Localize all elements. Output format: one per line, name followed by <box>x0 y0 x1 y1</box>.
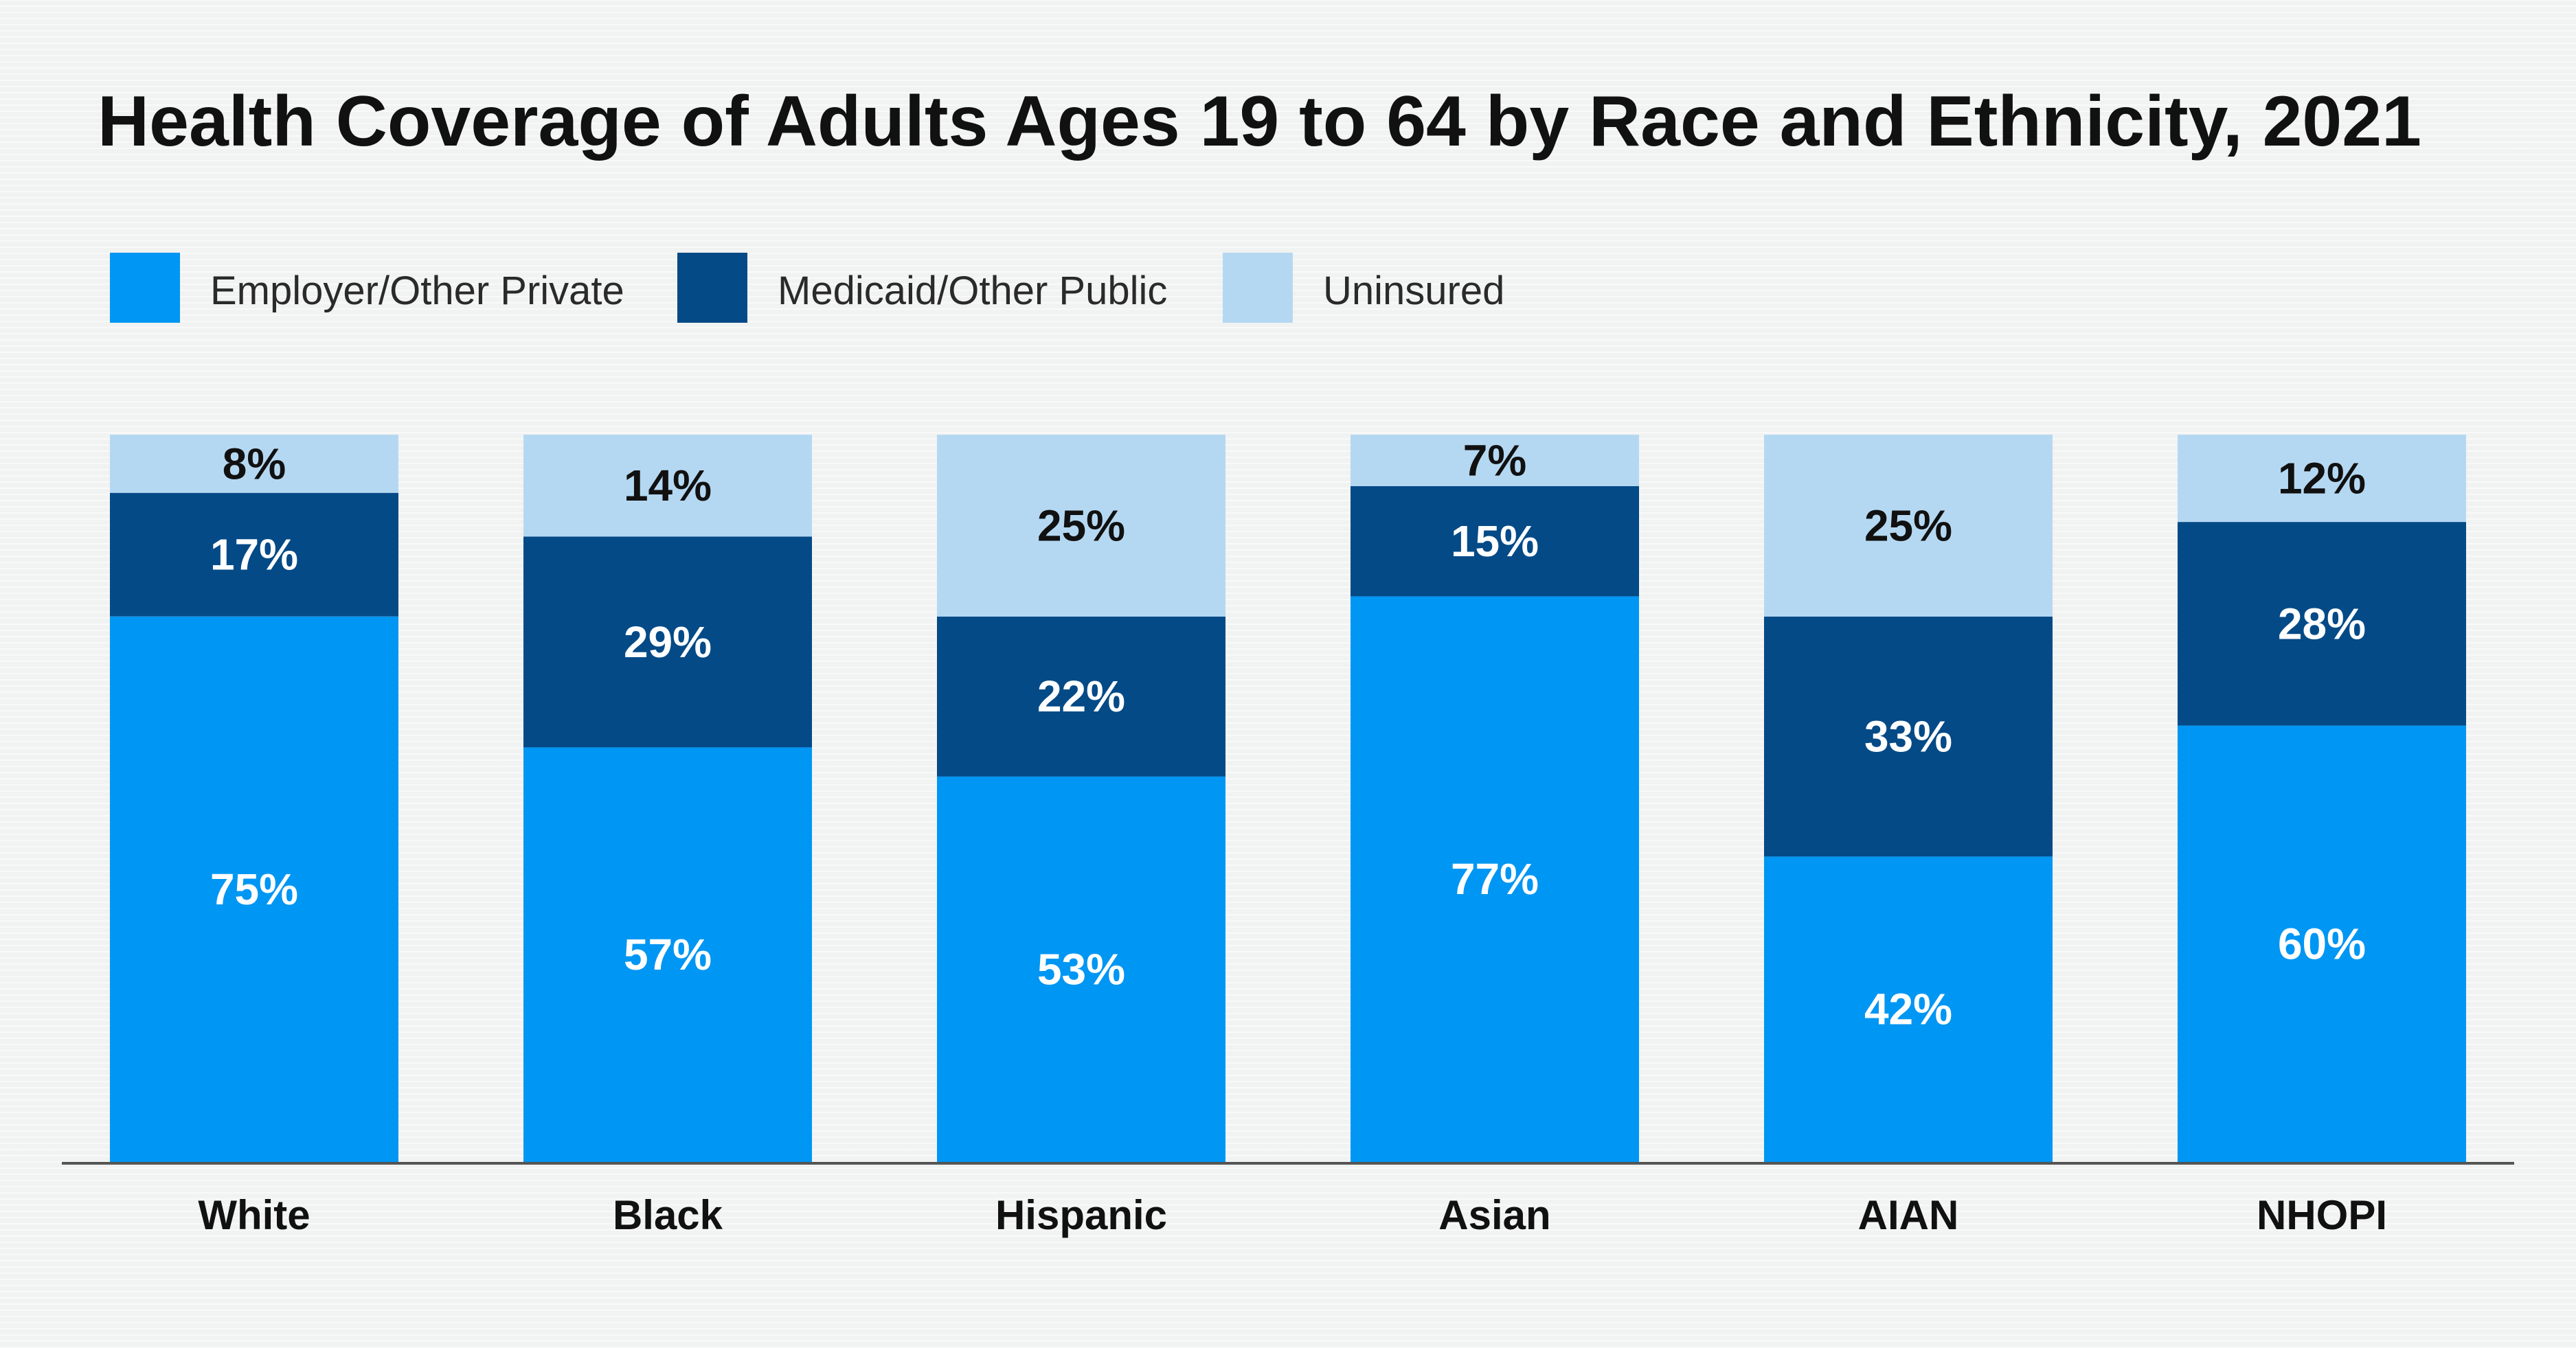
legend-swatch-employer-private <box>110 253 180 323</box>
category-label-nhopi: NHOPI <box>2257 1192 2387 1238</box>
data-label-hispanic-employer-other-private: 53% <box>1037 944 1125 994</box>
bar-segment-hispanic-uninsured <box>937 435 1225 617</box>
bar-segment-hispanic-medicaid-other-public <box>937 616 1225 777</box>
legend-label-uninsured: Uninsured <box>1323 269 1505 313</box>
data-label-nhopi-employer-other-private: 60% <box>2278 919 2366 968</box>
data-label-nhopi-medicaid-other-public: 28% <box>2278 599 2366 648</box>
category-label-white: White <box>198 1192 310 1238</box>
category-label-hispanic: Hispanic <box>995 1192 1167 1238</box>
data-label-black-medicaid-other-public: 29% <box>624 617 712 667</box>
bar-segment-black-employer-other-private <box>523 747 812 1162</box>
bar-segment-nhopi-employer-other-private <box>2178 725 2466 1162</box>
data-label-asian-medicaid-other-public: 15% <box>1451 516 1539 566</box>
bar-segment-asian-medicaid-other-public <box>1351 485 1639 597</box>
data-label-white-medicaid-other-public: 17% <box>210 530 298 580</box>
bar-segment-asian-employer-other-private <box>1351 596 1639 1162</box>
bar-segment-white-employer-other-private <box>110 616 398 1163</box>
legend-swatch-uninsured <box>1223 253 1293 323</box>
category-label-aian: AIAN <box>1858 1192 1959 1238</box>
data-label-white-employer-other-private: 75% <box>210 865 298 914</box>
data-label-asian-employer-other-private: 77% <box>1451 854 1539 904</box>
bar-segment-black-medicaid-other-public <box>523 536 812 748</box>
bar-segment-aian-employer-other-private <box>1764 856 2053 1162</box>
legend-label-medicaid-public: Medicaid/Other Public <box>778 269 1168 313</box>
legend-label-employer-private: Employer/Other Private <box>210 269 624 313</box>
category-label-black: Black <box>613 1192 723 1238</box>
category-label-asian: Asian <box>1438 1192 1550 1238</box>
legend-swatch-medicaid-public <box>677 253 747 323</box>
bar-segment-nhopi-uninsured <box>2178 435 2466 523</box>
bar-segment-aian-medicaid-other-public <box>1764 616 2053 857</box>
bar-segment-hispanic-employer-other-private <box>937 776 1225 1162</box>
data-label-hispanic-uninsured: 25% <box>1037 501 1125 550</box>
bar-segment-asian-uninsured <box>1351 435 1639 486</box>
bar-segment-aian-uninsured <box>1764 435 2053 617</box>
data-label-asian-uninsured: 7% <box>1463 435 1527 485</box>
data-label-aian-employer-other-private: 42% <box>1864 985 1952 1034</box>
data-label-nhopi-uninsured: 12% <box>2278 454 2366 503</box>
data-label-white-uninsured: 8% <box>223 439 286 488</box>
bar-segment-white-medicaid-other-public <box>110 492 398 617</box>
data-label-black-uninsured: 14% <box>624 461 712 510</box>
data-label-hispanic-medicaid-other-public: 22% <box>1037 672 1125 721</box>
bar-segment-black-uninsured <box>523 435 812 537</box>
data-label-aian-medicaid-other-public: 33% <box>1864 712 1952 762</box>
bar-segment-white-uninsured <box>110 435 398 493</box>
bar-segment-nhopi-medicaid-other-public <box>2178 522 2466 726</box>
data-label-aian-uninsured: 25% <box>1864 501 1952 550</box>
data-label-black-employer-other-private: 57% <box>624 930 712 979</box>
chart-title: Health Coverage of Adults Ages 19 to 64 … <box>98 82 2421 161</box>
